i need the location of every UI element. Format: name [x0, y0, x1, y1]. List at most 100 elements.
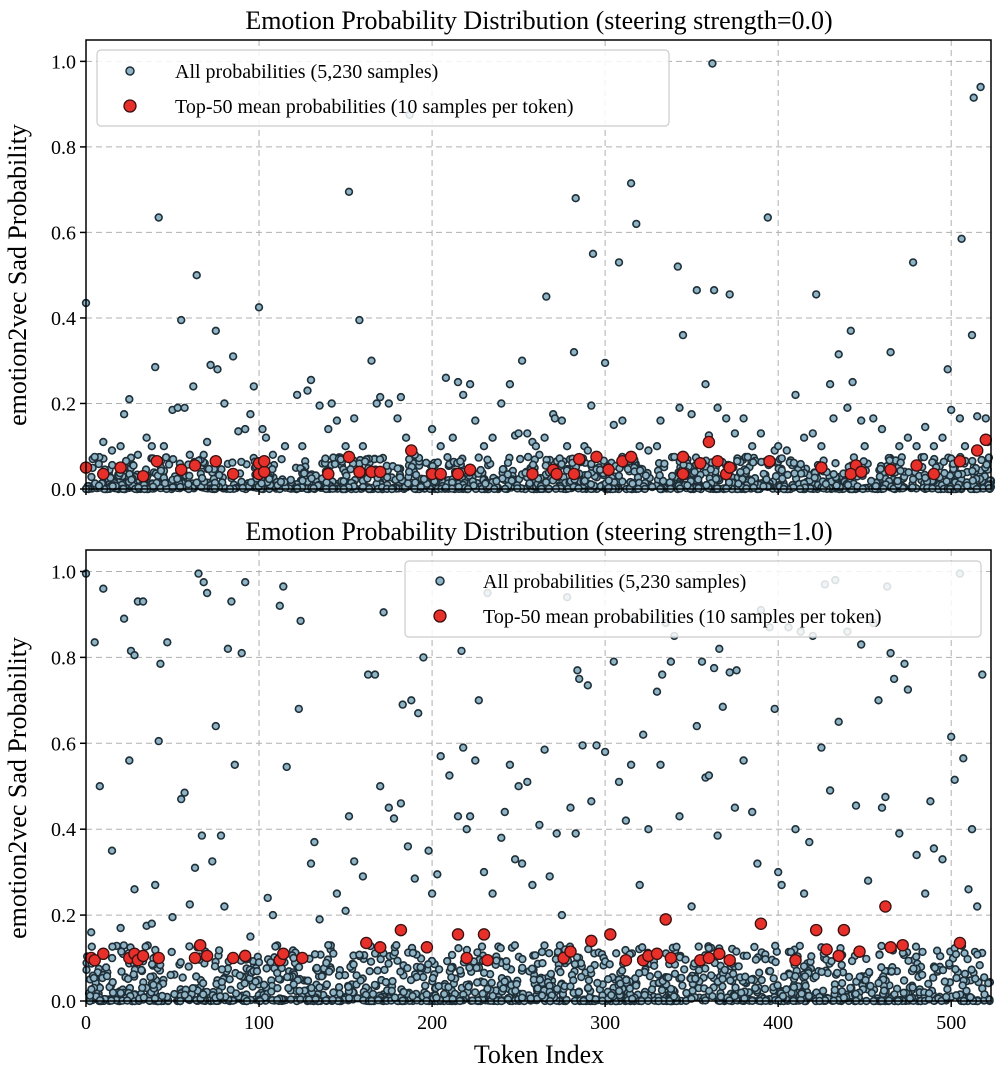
sample-point-cluster	[87, 942, 97, 951]
top50-mean-point	[463, 463, 477, 477]
sample-point-cluster	[751, 983, 760, 993]
top50-mean-point	[809, 923, 823, 937]
sample-point	[912, 442, 921, 451]
sample-point-cluster	[887, 967, 896, 976]
sample-point	[459, 743, 468, 752]
y-tick-label: 0.0	[51, 991, 76, 1013]
sample-point	[282, 762, 291, 772]
sample-point	[384, 803, 393, 812]
sample-point	[770, 704, 779, 714]
sample-point	[315, 401, 324, 410]
sample-point	[644, 446, 653, 455]
sample-point-cluster	[101, 963, 111, 972]
sample-point-cluster	[365, 966, 374, 976]
sample-point-cluster	[184, 962, 193, 971]
sample-point	[246, 932, 255, 941]
y-axis-label-bottom: emotion2vec Sad Probability	[3, 637, 32, 939]
sample-point	[652, 687, 662, 696]
sample-point-cluster	[168, 455, 178, 464]
sample-point-cluster	[877, 941, 886, 951]
sample-point	[249, 382, 259, 391]
scatter-panel-top: Emotion Probability Distribution (steeri…	[3, 6, 996, 501]
sample-point	[860, 442, 869, 451]
sample-point-cluster	[580, 476, 589, 485]
sample-point-cluster	[919, 452, 929, 462]
sample-point-cluster	[617, 966, 627, 975]
sample-point-cluster	[682, 988, 691, 998]
sample-point	[298, 442, 307, 451]
sample-point-cluster	[958, 981, 967, 990]
sample-point	[514, 781, 523, 791]
sample-point	[419, 653, 428, 662]
sample-point	[310, 837, 319, 847]
sample-point	[379, 608, 388, 617]
sample-point-cluster	[538, 958, 547, 968]
sample-point	[739, 414, 748, 423]
sample-point	[350, 414, 359, 423]
sample-point-cluster	[499, 984, 508, 993]
sample-point-cluster	[384, 959, 393, 968]
sample-point-cluster	[515, 454, 525, 464]
sample-point	[675, 403, 684, 412]
top50-mean-point	[296, 951, 309, 965]
sample-point-cluster	[317, 972, 326, 981]
sample-point-cluster	[408, 991, 417, 1001]
sample-point-cluster	[312, 963, 321, 973]
sample-point	[384, 399, 393, 408]
sample-point	[782, 446, 791, 455]
sample-point	[756, 429, 766, 438]
sample-point	[557, 910, 567, 920]
sample-point	[185, 450, 195, 459]
sample-point-cluster	[137, 965, 146, 975]
sample-point-cluster	[982, 460, 991, 469]
sample-point-cluster	[736, 988, 746, 997]
sample-point-cluster	[876, 464, 885, 474]
sample-point-cluster	[968, 476, 977, 485]
sample-point	[545, 872, 554, 881]
sample-point-cluster	[874, 978, 883, 988]
sample-point	[107, 846, 117, 855]
sample-point-cluster	[158, 991, 167, 1001]
sample-point-cluster	[149, 980, 158, 990]
sample-point	[773, 442, 783, 451]
sample-point-cluster	[404, 467, 414, 476]
top50-mean-point	[723, 953, 736, 967]
top50-mean-point	[257, 465, 271, 479]
sample-point-cluster	[454, 943, 463, 953]
sample-point	[540, 745, 549, 754]
sample-point	[474, 696, 483, 705]
sample-point-cluster	[953, 483, 962, 492]
top50-mean-point	[394, 923, 408, 937]
sample-point-cluster	[511, 986, 520, 995]
x-tick-label: 400	[763, 1012, 793, 1034]
sample-point-cluster	[904, 956, 913, 965]
sample-point-cluster	[790, 469, 799, 478]
sample-point-cluster	[693, 475, 703, 484]
sample-point-cluster	[843, 480, 853, 490]
sample-point-cluster	[791, 971, 800, 981]
sample-point-cluster	[481, 479, 490, 488]
sample-point-cluster	[510, 941, 520, 950]
top50-mean-point	[136, 949, 150, 963]
sample-point	[877, 803, 887, 812]
sample-point	[292, 390, 302, 400]
sample-point	[773, 867, 783, 877]
sample-point-cluster	[730, 991, 739, 1001]
sample-point-cluster	[669, 992, 679, 1001]
sample-point	[237, 648, 246, 658]
sample-point	[600, 358, 610, 368]
sample-point-cluster	[951, 991, 961, 1000]
sample-point	[119, 410, 129, 419]
sample-point-cluster	[899, 976, 909, 985]
legend-label-all-top: All probabilities (5,230 samples)	[175, 61, 438, 83]
sample-point	[523, 777, 532, 787]
sample-point-cluster	[734, 479, 743, 488]
sample-point	[542, 292, 551, 301]
top50-mean-point	[373, 941, 387, 954]
sample-point-cluster	[637, 943, 647, 952]
sample-point	[799, 433, 809, 442]
top50-mean-point	[342, 450, 356, 464]
y-axis-label-top: emotion2vec Sad Probability	[3, 124, 32, 426]
top50-mean-point	[853, 945, 866, 958]
chart-title-bottom: Emotion Probability Distribution (steeri…	[245, 517, 832, 546]
